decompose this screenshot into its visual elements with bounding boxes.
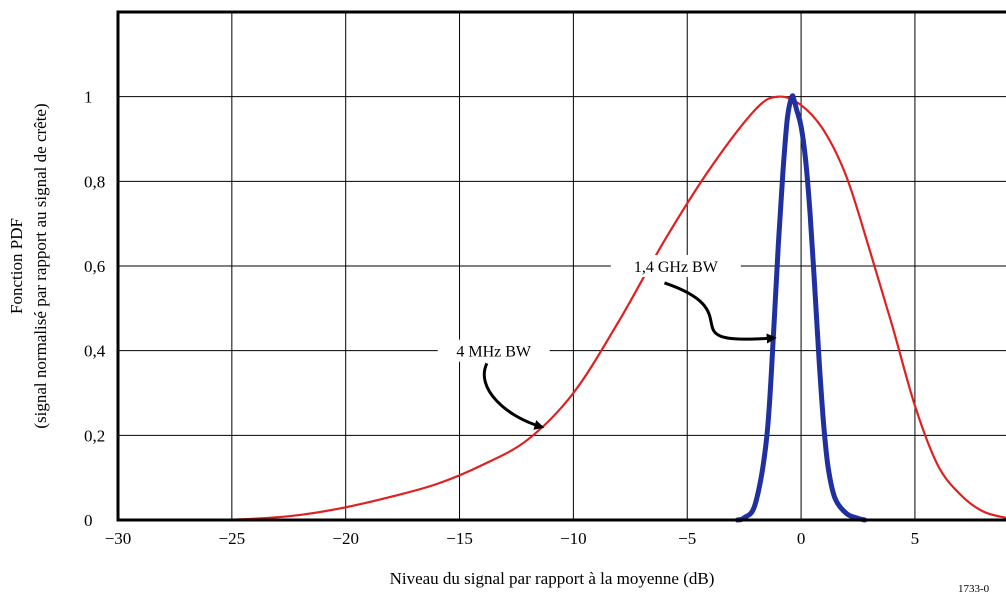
y-axis-title-line1: Fonction PDF (7, 218, 26, 314)
grid (118, 12, 1006, 520)
annotation-arrow (482, 362, 545, 430)
annotation-1-4ghz: 1,4 GHz BW (634, 259, 719, 276)
x-tick-label: −15 (446, 529, 473, 548)
series-layer (116, 93, 1006, 523)
y-tick-label: 1 (84, 88, 93, 107)
y-tick-label: 0,2 (84, 426, 105, 445)
annotations: 1,4 GHz BW 4 MHz BW (437, 255, 777, 430)
annotation-arrow (663, 281, 777, 344)
figure-id: 1733-0 (958, 583, 990, 593)
plot-frame (116, 10, 1006, 522)
x-tick-label: −25 (219, 529, 246, 548)
annotation-box (437, 339, 550, 362)
series-1-4ghz-line (734, 93, 868, 523)
x-tick-label: −10 (560, 529, 587, 548)
series-4mhz-line (116, 95, 1006, 522)
annotation-box (610, 255, 741, 277)
y-tick-label: 0,8 (84, 172, 105, 191)
y-axis-title-line2: (signal normalisé par rapport au signal … (31, 103, 50, 428)
x-tick-label: 5 (911, 529, 920, 548)
x-axis-title: Niveau du signal par rapport à la moyenn… (390, 569, 715, 588)
y-tick-label: 0 (84, 511, 93, 530)
y-tick-label: 0,4 (84, 342, 106, 361)
x-tick-label: −20 (332, 529, 359, 548)
x-tick-label: −5 (678, 529, 696, 548)
annotation-4mhz: 4 MHz BW (456, 344, 532, 361)
x-tick-label: −30 (105, 529, 132, 548)
tick-labels: −30 −25 −20 −15 −10 −5 0 5 0 0,2 0,4 0,6 0,8 1 (84, 88, 919, 548)
y-tick-label: 0,6 (84, 257, 105, 276)
x-tick-label: 0 (797, 529, 806, 548)
